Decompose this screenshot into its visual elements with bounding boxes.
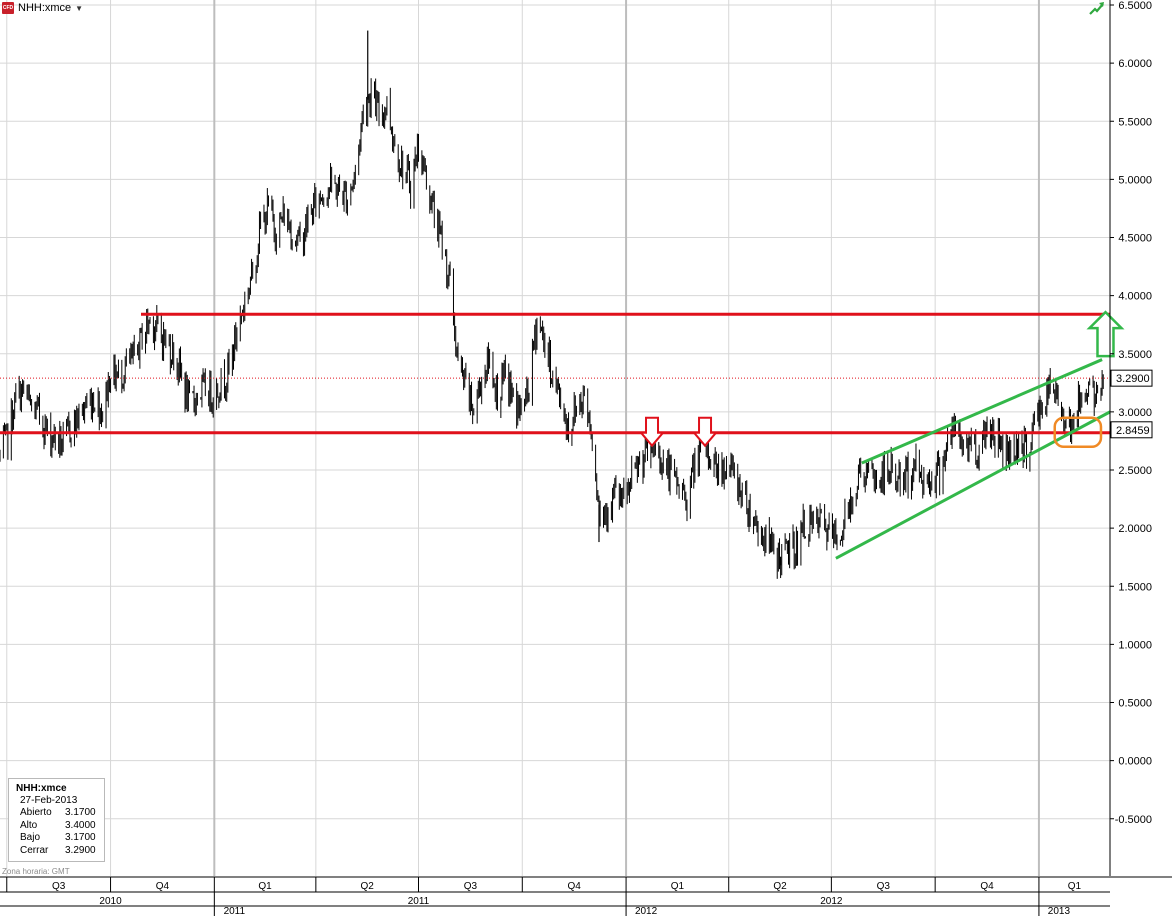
grid <box>0 0 1110 876</box>
year-label: 2012 <box>635 906 658 916</box>
overlays <box>0 310 1125 560</box>
quarter-label: Q1 <box>671 881 685 892</box>
y-tick-label: 6.5000 <box>1118 0 1152 12</box>
y-tick-label: 4.0000 <box>1118 291 1152 303</box>
info-value: 3.1700 <box>65 832 96 843</box>
year-label: 2010 <box>99 896 122 907</box>
y-axis: 6.5000 6.0000 5.5000 5.0000 4.5000 4.0000 3.50… <box>1109 0 1153 876</box>
quarter-label: Q1 <box>258 881 272 892</box>
info-date: 27-Feb-2013 <box>20 795 78 806</box>
quarter-label: Q1 <box>1068 881 1082 892</box>
quarter-label: Q3 <box>52 881 66 892</box>
trend-up-icon[interactable] <box>1088 0 1106 16</box>
cfd-badge: CFD <box>2 2 14 14</box>
info-row-open: Abierto 3.1700 <box>20 807 104 820</box>
chart-header: CFD NHH:xmce ▼ <box>2 1 83 15</box>
symbol-label[interactable]: NHH:xmce <box>18 2 72 14</box>
level-price-box <box>1110 421 1153 439</box>
y-tick-label: 4.5000 <box>1118 233 1152 245</box>
highlight-box <box>1053 416 1103 448</box>
x-axis: Q3 Q4 Q1 Q2 Q3 Q4 Q1 Q2 Q3 Q4 Q1 2010 2011 2012 2011 20… <box>0 876 1172 917</box>
info-symbol: NHH:xmce <box>16 783 67 794</box>
y-tick-label: 2.0000 <box>1118 523 1152 535</box>
y-tick-label: 5.0000 <box>1118 174 1152 186</box>
info-row-close: Cerrar 3.2900 <box>20 845 104 858</box>
level-price-label: 2.8459 <box>1116 425 1150 437</box>
y-tick-label: 3.0000 <box>1118 407 1152 419</box>
quarter-label: Q2 <box>361 881 375 892</box>
info-value: 3.1700 <box>65 807 96 818</box>
y-tick-label: -0.5000 <box>1115 814 1152 826</box>
last-price-label: 3.2900 <box>1116 373 1150 385</box>
y-tick-label: 2.5000 <box>1118 465 1152 477</box>
up-arrow-icon <box>1086 310 1125 358</box>
channel-line-lower <box>835 410 1111 560</box>
down-arrow-icon <box>691 416 719 448</box>
quarter-label: Q3 <box>464 881 478 892</box>
y-tick-label: 0.0000 <box>1118 756 1152 768</box>
timezone-label: Zona horaria: GMT <box>2 867 70 876</box>
price-bars <box>0 30 1104 579</box>
info-label: Abierto <box>20 807 52 818</box>
info-row-low: Bajo 3.1700 <box>20 832 104 845</box>
y-tick-label: 0.5000 <box>1118 698 1152 710</box>
year-label: 2011 <box>224 906 246 916</box>
year-label: 2012 <box>820 896 843 907</box>
info-label: Bajo <box>20 832 41 843</box>
quarter-label: Q4 <box>568 881 582 892</box>
info-label: Alto <box>20 819 38 831</box>
quarter-label: Q4 <box>156 881 170 892</box>
last-price-box <box>1110 369 1153 387</box>
y-tick-label: 6.0000 <box>1118 58 1152 70</box>
quarter-label: Q3 <box>877 881 891 892</box>
x-axis-band <box>0 877 1110 916</box>
info-label: Cerrar <box>20 844 49 856</box>
channel-line-upper <box>861 358 1103 465</box>
info-value: 3.4000 <box>65 819 96 831</box>
chevron-down-icon[interactable]: ▼ <box>75 3 84 13</box>
year-label: 2011 <box>408 896 430 907</box>
down-arrow-icon <box>638 416 666 448</box>
ohlc-info-box: NHH:xmce 27-Feb-2013 Abierto 3.1700 Alto… <box>8 778 105 862</box>
info-value: 3.2900 <box>65 844 96 856</box>
y-tick-label: 1.5000 <box>1118 581 1152 593</box>
y-tick-label: 3.5000 <box>1118 349 1152 361</box>
y-tick-label: 5.5000 <box>1118 116 1152 128</box>
info-row-high: Alto 3.4000 <box>20 820 104 833</box>
year-label: 2013 <box>1048 906 1071 916</box>
quarter-label: Q2 <box>773 881 787 892</box>
y-tick-label: 1.0000 <box>1118 639 1152 651</box>
quarter-label: Q4 <box>980 881 994 892</box>
